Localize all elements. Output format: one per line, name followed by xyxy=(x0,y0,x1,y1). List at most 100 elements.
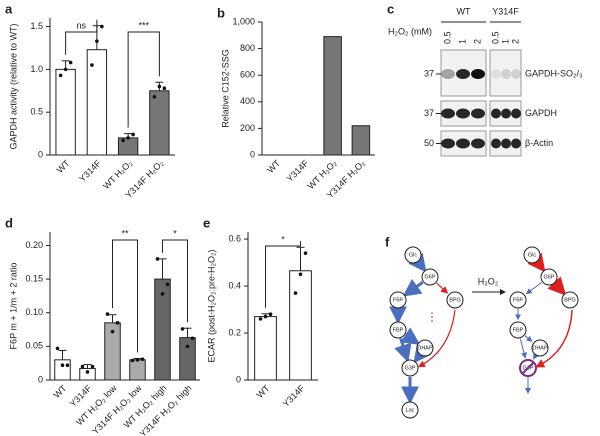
metabolite xyxy=(509,291,527,309)
marker-label: 37 xyxy=(424,68,434,78)
metabolite xyxy=(404,246,422,264)
data-point xyxy=(293,291,298,295)
metabolite-label: FBP xyxy=(513,327,524,333)
metabolite-label: FBP xyxy=(393,327,404,333)
y-tick-label: 800 xyxy=(240,43,255,53)
marker-label: 50 xyxy=(424,138,434,148)
band-label: GAPDH-SO₂/₃ xyxy=(525,68,583,78)
metabolite xyxy=(531,339,549,357)
y-tick-label: 0 xyxy=(38,149,43,159)
dose-label: 1 xyxy=(457,39,467,44)
blot-band xyxy=(471,69,485,79)
blot-band xyxy=(471,108,485,119)
bar xyxy=(289,270,312,381)
pathway-arrow xyxy=(400,327,421,345)
y-tick-label: 0.10 xyxy=(25,307,43,317)
y-tick-label: 0.15 xyxy=(25,273,43,283)
significance-label: ns xyxy=(76,20,86,30)
metabolite xyxy=(401,359,419,377)
blot-group: Y314F xyxy=(492,6,519,16)
data-point xyxy=(268,312,273,317)
y-tick-label: 1,000 xyxy=(232,16,255,26)
band-label: β-Actin xyxy=(525,138,553,148)
data-point xyxy=(63,67,68,72)
ppp-return xyxy=(535,309,573,368)
marker-label: 37 xyxy=(424,108,434,118)
significance-bracket xyxy=(65,19,98,55)
bar xyxy=(149,90,170,156)
ppp-arrow xyxy=(547,276,567,296)
blot-band xyxy=(456,138,470,149)
metabolite-label: G3P xyxy=(404,365,415,371)
data-point xyxy=(90,364,95,369)
data-point xyxy=(162,86,167,91)
data-point xyxy=(140,357,145,361)
pathway-arrow xyxy=(524,335,533,342)
significance-label: ** xyxy=(121,228,129,238)
y-tick-label: 400 xyxy=(240,96,255,106)
panel-letter: c xyxy=(387,1,394,16)
significance-label: *** xyxy=(138,20,149,30)
bar xyxy=(129,359,146,381)
data-point xyxy=(131,132,135,137)
blot-band xyxy=(456,108,470,119)
significance-bracket xyxy=(162,239,188,323)
y-tick-label: 0.2 xyxy=(228,327,241,337)
blot-group: WT xyxy=(457,6,471,16)
metabolite-label: BPG xyxy=(449,297,461,303)
bar xyxy=(254,316,277,381)
data-point xyxy=(190,336,195,341)
pathway-arrow xyxy=(394,338,412,363)
y-tick-label: 0 xyxy=(38,374,43,384)
metabolite xyxy=(509,321,527,339)
y-tick-label: 200 xyxy=(240,123,255,133)
y-axis-label: GAPDH activity (relative to WT) xyxy=(8,23,18,149)
dose-label: 1 xyxy=(500,39,510,44)
pathway-arrow xyxy=(408,252,427,273)
bar xyxy=(323,36,342,156)
data-point xyxy=(135,358,140,362)
dose-label: 0.5 xyxy=(442,31,452,44)
y-tick-label: 0.5 xyxy=(30,107,43,117)
block-mark xyxy=(521,361,535,375)
ppp-return xyxy=(417,309,456,368)
data-point xyxy=(65,363,70,368)
metabolite-label: DHAP xyxy=(417,345,433,351)
bar xyxy=(86,49,108,156)
data-point xyxy=(185,344,190,349)
dose-label: 2 xyxy=(472,39,482,44)
y-axis-label: Relative C152-SSG xyxy=(220,49,230,128)
significance-label: * xyxy=(281,234,285,244)
blot-band xyxy=(491,108,501,119)
data-point xyxy=(258,317,263,321)
y-tick-label: 0.20 xyxy=(25,240,43,250)
y-tick-label: 1.5 xyxy=(30,21,43,31)
data-point xyxy=(115,321,120,325)
data-point xyxy=(121,138,125,143)
blot-band xyxy=(491,138,501,149)
blot-band xyxy=(441,138,455,149)
panel-letter: d xyxy=(5,215,13,230)
data-point xyxy=(180,327,185,331)
significance-bracket xyxy=(265,241,301,308)
x-tick-label: Y314F xyxy=(285,158,311,184)
bar xyxy=(179,337,196,381)
blot-band xyxy=(456,69,470,79)
data-point xyxy=(155,257,160,261)
block-ring xyxy=(519,359,537,377)
ppp-arrow xyxy=(436,282,449,294)
x-tick-label: WT xyxy=(55,158,72,175)
y-tick-label: 0 xyxy=(250,149,255,159)
data-point xyxy=(95,39,99,43)
blot xyxy=(489,49,522,97)
treatment-label: H₂O₂ (mM) xyxy=(388,26,432,36)
treatment-arrow-label: H₂O₂ xyxy=(478,276,499,286)
data-point xyxy=(130,358,135,363)
blot-band xyxy=(471,138,485,149)
ppp-arrow xyxy=(527,252,546,273)
data-point xyxy=(110,329,115,334)
data-point xyxy=(126,136,130,140)
metabolite xyxy=(540,268,558,286)
blot-band xyxy=(511,108,521,119)
blot-band xyxy=(511,69,521,79)
